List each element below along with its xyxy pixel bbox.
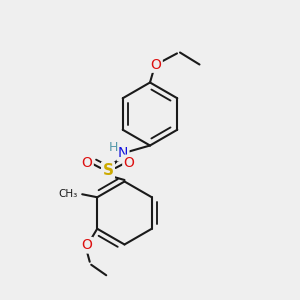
Text: CH₃: CH₃ [58, 189, 78, 199]
Text: O: O [81, 238, 92, 252]
Text: O: O [151, 58, 161, 71]
Text: H: H [108, 141, 118, 154]
Text: S: S [103, 163, 113, 178]
Text: O: O [124, 156, 134, 170]
Text: O: O [82, 156, 92, 170]
Text: N: N [118, 146, 128, 160]
